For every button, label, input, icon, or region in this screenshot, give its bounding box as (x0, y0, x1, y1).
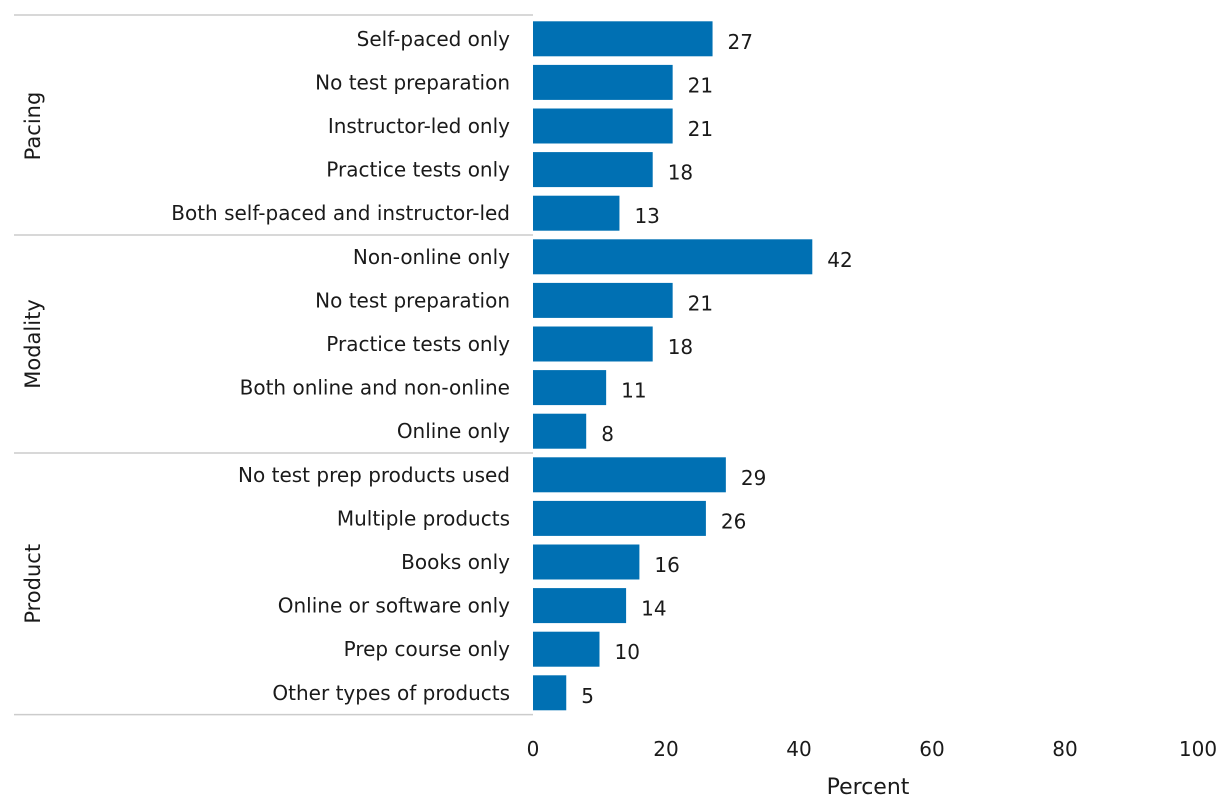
x-axis-ticks: 0 20 40 60 80 100 (527, 737, 1217, 761)
bar (533, 544, 640, 580)
category-label: No test preparation (315, 288, 510, 312)
bar (533, 282, 673, 318)
x-axis-title: Percent (827, 775, 910, 795)
category-label: Prep course only (344, 637, 511, 661)
group-separators (14, 14, 533, 716)
bar (533, 326, 653, 362)
bars (533, 21, 813, 711)
x-tick-label: 100 (1179, 737, 1217, 761)
category-label: Online or software only (278, 594, 510, 618)
value-label: 26 (721, 509, 746, 533)
category-label: Other types of products (272, 681, 510, 705)
category-label: Both online and non-online (240, 376, 510, 400)
category-label: Non-online only (353, 245, 510, 269)
value-label: 21 (688, 291, 713, 315)
category-label: Self-paced only (357, 27, 510, 51)
value-label: 8 (601, 422, 614, 446)
x-tick-label: 20 (653, 737, 678, 761)
x-tick-label: 0 (527, 737, 540, 761)
x-tick-label: 60 (919, 737, 944, 761)
category-labels: Self-paced only No test preparation Instru… (171, 27, 510, 705)
category-label: Practice tests only (326, 332, 510, 356)
value-label: 5 (581, 684, 594, 708)
x-tick-label: 40 (786, 737, 811, 761)
group-label: Modality (21, 299, 45, 389)
category-label: Practice tests only (326, 158, 510, 182)
bar (533, 195, 620, 231)
value-label: 13 (634, 204, 659, 228)
bar (533, 64, 673, 100)
value-label: 29 (741, 466, 766, 490)
bar (533, 457, 726, 493)
value-label: 21 (688, 117, 713, 141)
bar (533, 675, 567, 711)
category-label: Online only (397, 419, 510, 443)
value-label: 16 (654, 553, 679, 577)
bar (533, 370, 607, 406)
bar (533, 152, 653, 188)
bar (533, 631, 600, 667)
category-label: Instructor-led only (328, 114, 510, 138)
bar (533, 108, 673, 144)
x-tick-label: 80 (1052, 737, 1077, 761)
value-label: 21 (688, 73, 713, 97)
value-label: 11 (621, 379, 646, 403)
bar (533, 21, 713, 57)
value-label: 42 (827, 248, 852, 272)
bar (533, 588, 627, 624)
value-label: 18 (668, 335, 693, 359)
bar (533, 500, 706, 536)
group-labels: Pacing Modality Product (21, 92, 45, 624)
category-label: Both self-paced and instructor-led (171, 201, 510, 225)
bar (533, 239, 813, 275)
category-label: No test prep products used (238, 463, 510, 487)
group-label: Pacing (21, 92, 45, 161)
group-label: Product (21, 544, 45, 624)
value-label: 10 (615, 640, 640, 664)
bar (533, 413, 587, 449)
value-label: 27 (728, 30, 753, 54)
value-label: 18 (668, 161, 693, 185)
category-label: No test preparation (315, 70, 510, 94)
category-label: Multiple products (337, 506, 510, 530)
value-label: 14 (641, 597, 666, 621)
category-label: Books only (401, 550, 510, 574)
